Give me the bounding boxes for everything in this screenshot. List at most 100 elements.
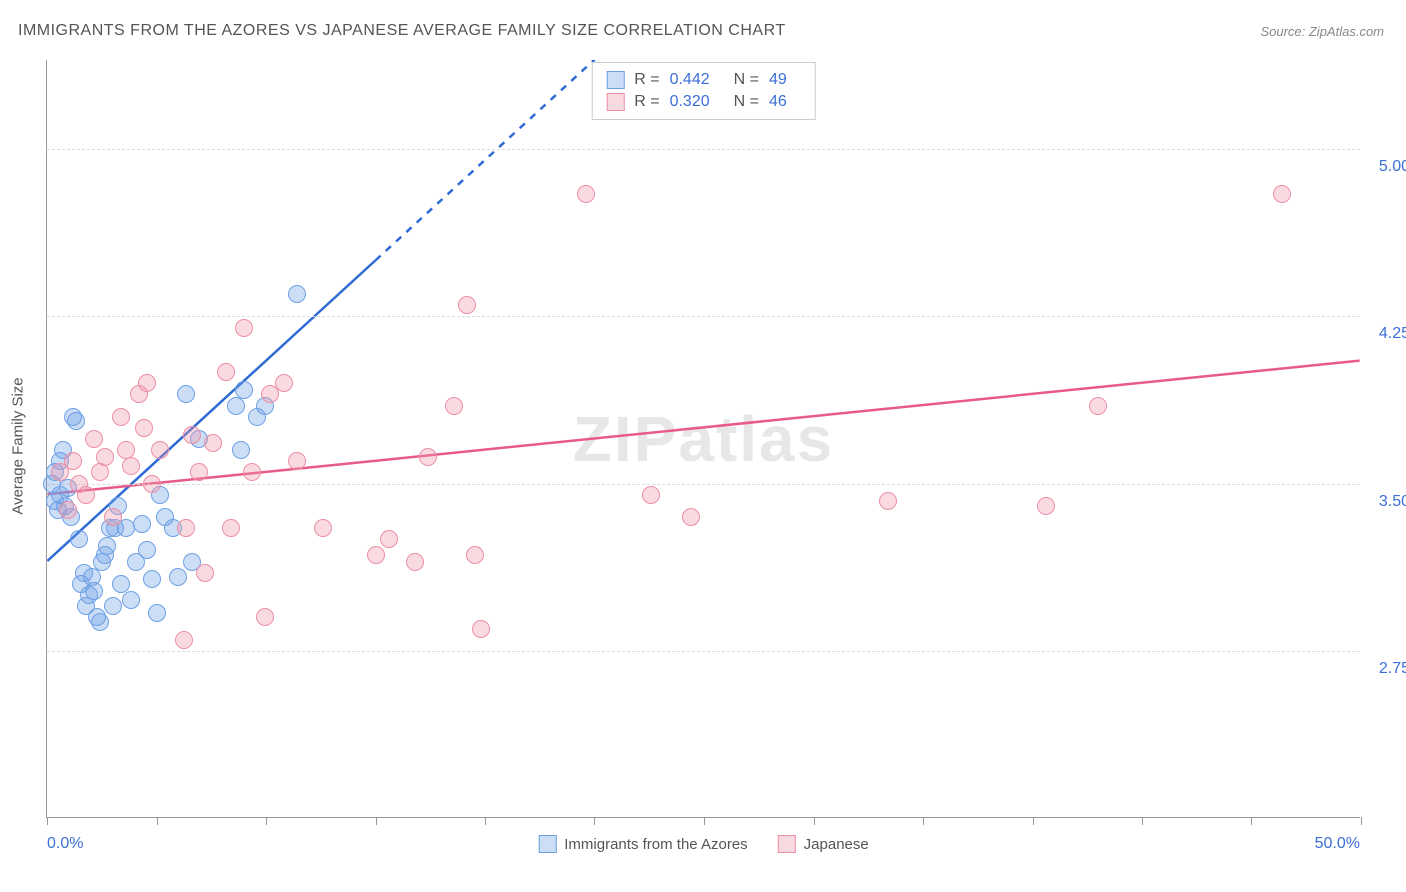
legend-n-label: N = xyxy=(734,71,759,89)
legend-n-value: 46 xyxy=(769,93,787,111)
legend-item: Japanese xyxy=(778,835,869,853)
scatter-point xyxy=(177,519,195,537)
scatter-point xyxy=(104,597,122,615)
scatter-point xyxy=(445,397,463,415)
legend-row: R = 0.320 N = 46 xyxy=(606,91,801,113)
scatter-point xyxy=(138,541,156,559)
scatter-point xyxy=(1037,497,1055,515)
scatter-point xyxy=(1273,185,1291,203)
scatter-point xyxy=(148,604,166,622)
legend-item: Immigrants from the Azores xyxy=(538,835,747,853)
legend-r-value: 0.442 xyxy=(670,71,710,89)
scatter-point xyxy=(217,363,235,381)
scatter-point xyxy=(183,426,201,444)
legend-r-label: R = xyxy=(634,71,659,89)
scatter-point xyxy=(642,486,660,504)
scatter-point xyxy=(380,530,398,548)
watermark: ZIPatlas xyxy=(573,402,834,476)
scatter-point xyxy=(83,568,101,586)
x-tick xyxy=(923,817,924,825)
scatter-point xyxy=(177,385,195,403)
legend-swatch xyxy=(606,93,624,111)
y-tick-label: 3.50 xyxy=(1366,493,1406,511)
x-axis-min-label: 0.0% xyxy=(47,835,83,853)
x-tick xyxy=(1361,817,1362,825)
legend-swatch xyxy=(606,71,624,89)
scatter-point xyxy=(275,374,293,392)
x-tick xyxy=(1142,817,1143,825)
x-tick xyxy=(594,817,595,825)
scatter-point xyxy=(1089,397,1107,415)
x-tick xyxy=(485,817,486,825)
y-tick-label: 5.00 xyxy=(1366,158,1406,176)
scatter-point xyxy=(196,564,214,582)
scatter-point xyxy=(879,492,897,510)
legend-r-label: R = xyxy=(634,93,659,111)
scatter-point xyxy=(151,441,169,459)
legend-label: Immigrants from the Azores xyxy=(564,836,747,853)
gridline-h xyxy=(47,651,1360,652)
source-attribution: Source: ZipAtlas.com xyxy=(1260,24,1384,39)
trend-line xyxy=(375,60,1359,260)
x-axis-max-label: 50.0% xyxy=(1315,835,1360,853)
x-tick xyxy=(814,817,815,825)
trend-lines-layer xyxy=(47,60,1360,817)
scatter-point xyxy=(682,508,700,526)
x-tick xyxy=(1251,817,1252,825)
scatter-point xyxy=(91,463,109,481)
gridline-h xyxy=(47,149,1360,150)
scatter-point xyxy=(98,537,116,555)
scatter-point xyxy=(59,501,77,519)
scatter-point xyxy=(104,508,122,526)
chart-title: IMMIGRANTS FROM THE AZORES VS JAPANESE A… xyxy=(18,22,786,40)
scatter-point xyxy=(243,463,261,481)
scatter-point xyxy=(143,475,161,493)
scatter-point xyxy=(472,620,490,638)
scatter-point xyxy=(77,486,95,504)
scatter-point xyxy=(204,434,222,452)
correlation-legend: R = 0.442 N = 49 R = 0.320 N = 46 xyxy=(591,62,816,120)
scatter-point xyxy=(288,452,306,470)
scatter-point xyxy=(256,608,274,626)
legend-r-value: 0.320 xyxy=(670,93,710,111)
scatter-point xyxy=(314,519,332,537)
scatter-point xyxy=(85,430,103,448)
scatter-point xyxy=(91,613,109,631)
x-tick xyxy=(266,817,267,825)
scatter-point xyxy=(577,185,595,203)
scatter-point xyxy=(112,408,130,426)
y-tick-label: 4.25 xyxy=(1366,325,1406,343)
scatter-point xyxy=(288,285,306,303)
gridline-h xyxy=(47,316,1360,317)
scatter-point xyxy=(222,519,240,537)
scatter-point xyxy=(122,457,140,475)
scatter-point xyxy=(406,553,424,571)
legend-label: Japanese xyxy=(804,836,869,853)
scatter-point xyxy=(143,570,161,588)
scatter-point xyxy=(70,530,88,548)
scatter-point xyxy=(419,448,437,466)
scatter-point xyxy=(64,452,82,470)
scatter-point xyxy=(135,419,153,437)
x-tick xyxy=(704,817,705,825)
scatter-point xyxy=(232,441,250,459)
gridline-h xyxy=(47,484,1360,485)
legend-n-label: N = xyxy=(734,93,759,111)
scatter-point xyxy=(235,319,253,337)
scatter-point xyxy=(122,591,140,609)
x-tick xyxy=(376,817,377,825)
legend-n-value: 49 xyxy=(769,71,787,89)
x-tick xyxy=(47,817,48,825)
scatter-point xyxy=(190,463,208,481)
scatter-point xyxy=(466,546,484,564)
scatter-point xyxy=(458,296,476,314)
scatter-point xyxy=(138,374,156,392)
y-axis-label: Average Family Size xyxy=(10,377,27,514)
scatter-point xyxy=(367,546,385,564)
legend-row: R = 0.442 N = 49 xyxy=(606,69,801,91)
scatter-point xyxy=(175,631,193,649)
x-tick xyxy=(1033,817,1034,825)
legend-swatch xyxy=(538,835,556,853)
scatter-point xyxy=(169,568,187,586)
legend-swatch xyxy=(778,835,796,853)
